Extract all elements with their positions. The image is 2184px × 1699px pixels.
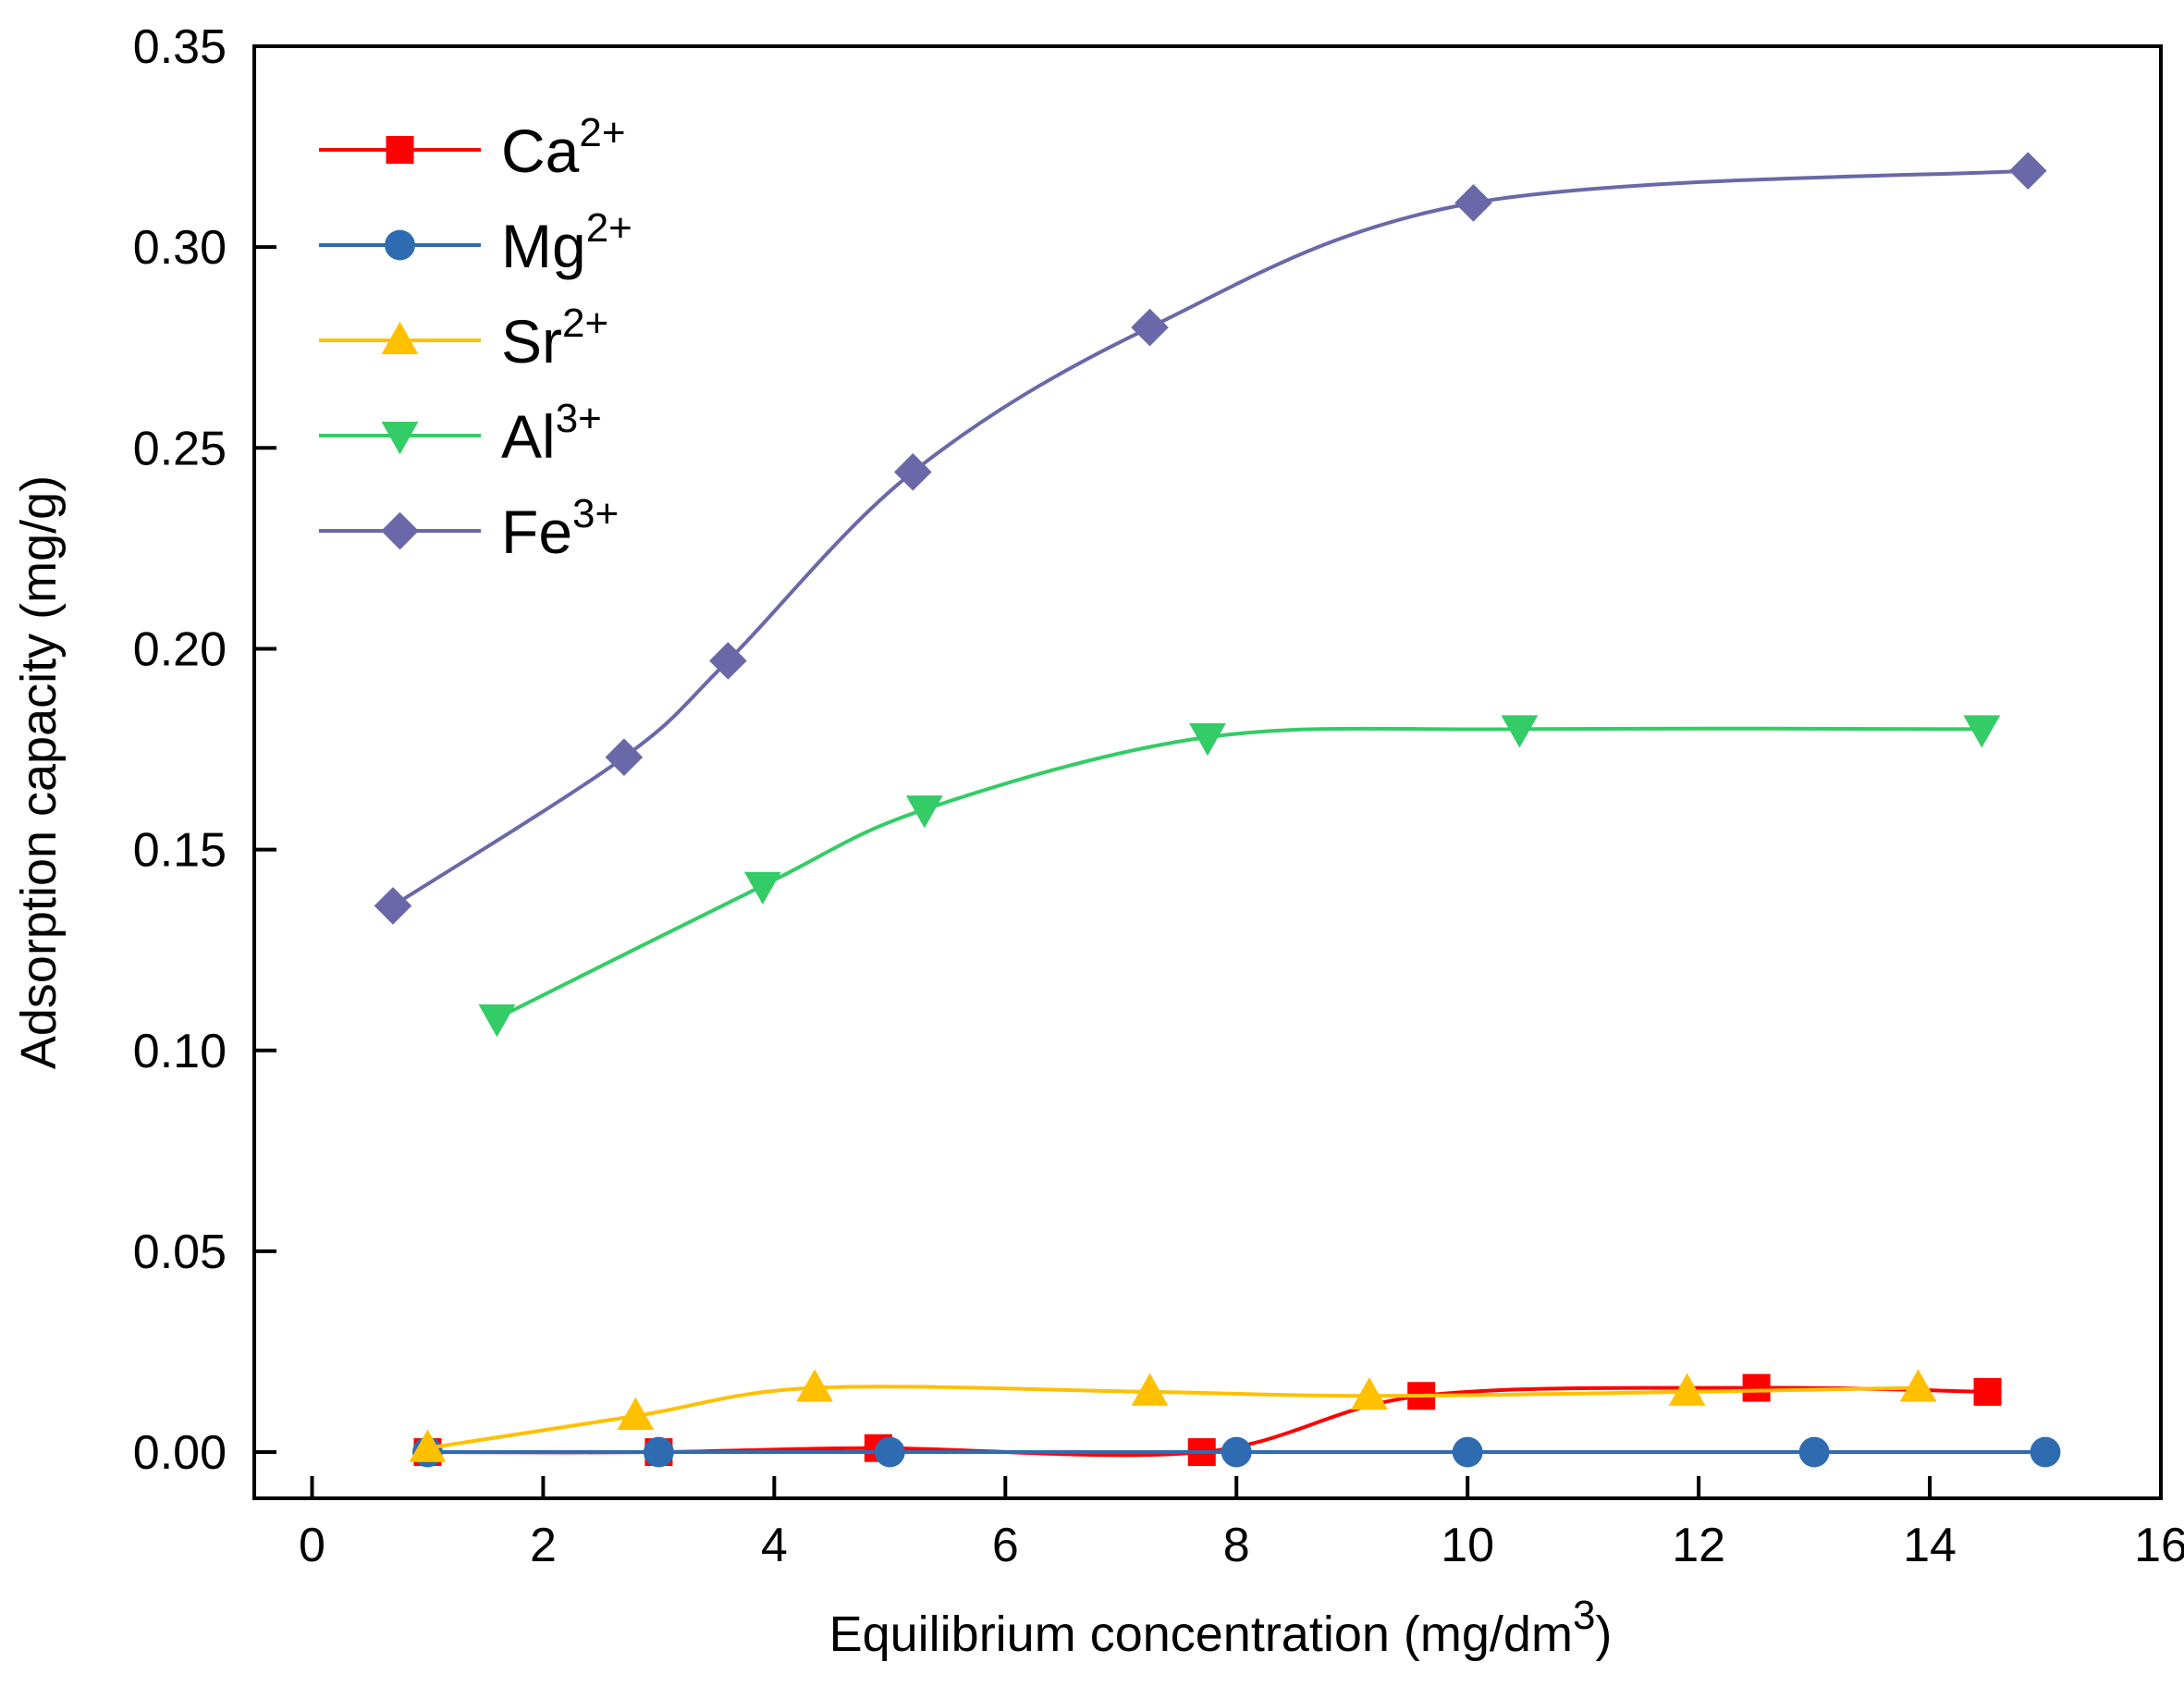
data-point-sr: [1351, 1377, 1388, 1410]
y-tick-label: 0.25: [133, 422, 227, 475]
legend-label-mg: Mg2+: [501, 205, 632, 280]
data-point-sr: [409, 1429, 447, 1462]
series-line-fe: [391, 168, 2029, 908]
data-point-ca: [1742, 1373, 1771, 1402]
legend-item-sr: Sr2+: [319, 301, 608, 376]
data-point-al: [1501, 715, 1539, 748]
data-point-sr: [617, 1397, 655, 1430]
y-tick-label: 0.05: [133, 1225, 227, 1279]
y-tick-label: 0.15: [133, 824, 227, 878]
legend-marker-mg: [385, 229, 415, 261]
y-tick-label: 0.10: [133, 1025, 227, 1078]
data-point-mg: [1221, 1436, 1252, 1468]
x-tick-label: 10: [1441, 1519, 1494, 1572]
legend-label-fe: Fe3+: [501, 491, 619, 566]
series-line-al: [496, 726, 1982, 1020]
y-tick-label: 0.00: [133, 1426, 227, 1480]
x-tick-label: 4: [761, 1519, 788, 1572]
legend-item-al: Al3+: [319, 396, 602, 471]
series-layer: [374, 152, 2061, 1468]
data-point-sr: [1668, 1373, 1706, 1406]
y-tick-label: 0.20: [133, 622, 227, 676]
x-axis-title-suffix: ): [1595, 1607, 1612, 1662]
data-point-fe: [894, 453, 932, 491]
legend-item-ca: Ca2+: [319, 110, 626, 185]
plot-frame: [252, 44, 2163, 1500]
data-point-fe: [374, 887, 412, 925]
series-fe: [374, 152, 2047, 925]
data-point-fe: [709, 642, 747, 680]
data-point-al: [1189, 722, 1226, 757]
legend-marker-fe: [381, 511, 419, 550]
x-tick-label: 6: [992, 1519, 1019, 1572]
data-point-fe: [1454, 184, 1492, 222]
data-point-sr: [1131, 1373, 1169, 1406]
y-axis-title: Adsorption capacity (mg/g): [11, 475, 67, 1069]
data-point-mg: [2030, 1436, 2061, 1468]
y-tick-label: 0.30: [133, 221, 227, 275]
axes: 0 2 4 6 8 10 12 14 16 0.00 0.05 0.10 0.15 0.20 0.25 0.3…: [133, 20, 2184, 1572]
data-point-sr: [796, 1369, 834, 1402]
data-point-mg: [874, 1436, 905, 1468]
x-tick-label: 16: [2134, 1519, 2184, 1572]
series-sr: [409, 1369, 1937, 1462]
data-point-ca: [1973, 1377, 2002, 1406]
legend-marker-ca: [386, 136, 414, 164]
data-point-fe: [1131, 308, 1169, 347]
legend: Ca2+ Mg2+ Sr2+ Al3+ Fe3+: [319, 110, 632, 566]
data-point-fe: [2008, 152, 2047, 190]
legend-label-al: Al3+: [501, 396, 602, 471]
y-tick-label: 0.35: [133, 20, 227, 74]
data-point-mg: [1452, 1436, 1483, 1468]
data-point-al: [743, 871, 781, 905]
x-axis-title-sup: 3: [1573, 1593, 1595, 1638]
data-point-mg: [1798, 1436, 1830, 1468]
x-tick-label: 8: [1223, 1519, 1250, 1572]
series-al: [478, 715, 2001, 1038]
x-tick-label: 2: [530, 1519, 557, 1572]
legend-item-fe: Fe3+: [319, 491, 619, 566]
x-axis-title-main: Equilibrium concentration (mg/dm: [829, 1607, 1573, 1662]
data-point-sr: [1899, 1369, 1937, 1402]
x-axis-title: Equilibrium concentration (mg/dm3): [829, 1593, 1613, 1662]
legend-item-mg: Mg2+: [319, 205, 632, 280]
data-point-al: [478, 1004, 516, 1038]
data-point-al: [1963, 715, 2001, 748]
x-tick-label: 14: [1903, 1519, 1957, 1572]
data-point-al: [905, 795, 943, 829]
data-point-mg: [643, 1436, 674, 1468]
series-mg: [412, 1436, 2061, 1468]
legend-label-ca: Ca2+: [501, 110, 626, 185]
x-tick-label: 0: [299, 1519, 325, 1572]
x-tick-label: 12: [1672, 1519, 1725, 1572]
legend-label-sr: Sr2+: [501, 301, 608, 376]
data-point-fe: [605, 738, 644, 777]
legend-marker-sr: [381, 321, 419, 354]
legend-marker-al: [381, 422, 419, 455]
